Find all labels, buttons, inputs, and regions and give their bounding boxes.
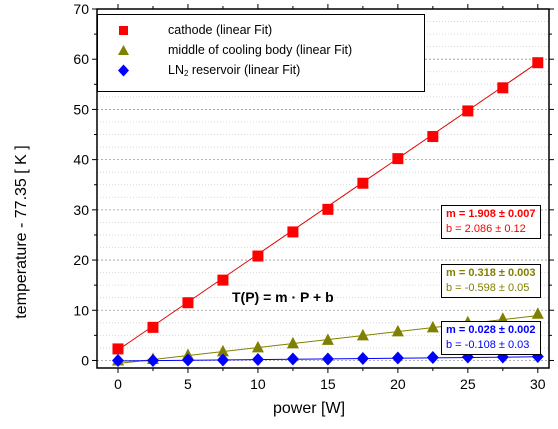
marker-triangle	[286, 336, 299, 349]
fit-box-ln2: m = 0.028 ± 0.002 b = -0.108 ± 0.03	[441, 321, 541, 355]
marker-diamond	[321, 352, 334, 366]
fit-box-cathode: m = 1.908 ± 0.007 b = 2.086 ± 0.12	[441, 205, 541, 239]
y-tick-label: 40	[73, 152, 89, 168]
marker-diamond	[356, 351, 369, 365]
marker-square	[182, 297, 194, 309]
marker-triangle	[251, 340, 264, 353]
x-tick-label: 25	[460, 376, 476, 392]
marker-square	[252, 250, 264, 262]
plot-frame	[96, 8, 550, 369]
marker-square	[147, 321, 159, 333]
y-tick-label: 70	[73, 1, 89, 17]
y-tick-label: 20	[73, 252, 89, 268]
axis-ticks: 0 10 20 30 40 50 60 70 0 5 10 15 20 25 30	[73, 1, 554, 392]
marker-diamond	[251, 352, 264, 366]
marker-triangle	[391, 324, 404, 337]
y-tick-label: 10	[73, 302, 89, 318]
x-tick-label: 30	[530, 376, 546, 392]
data-markers	[111, 57, 544, 367]
marker-diamond	[391, 351, 404, 365]
legend-label: cathode (linear Fit)	[168, 23, 273, 37]
y-axis-label: temperature - 77.35 [ K ]	[13, 145, 30, 319]
fit-box-cooling-body: m = 0.318 ± 0.003 b = -0.598 ± 0.05	[441, 264, 541, 298]
marker-square	[112, 343, 124, 355]
y-tick-label: 30	[73, 202, 89, 218]
y-tick-label: 50	[73, 101, 89, 117]
marker-square	[217, 274, 229, 286]
marker-square	[322, 203, 334, 215]
marker-diamond	[216, 353, 229, 367]
legend-marker-diamond	[118, 64, 129, 77]
marker-diamond	[111, 353, 124, 367]
legend-item-cooling-body: middle of cooling body (linear Fit)	[98, 43, 418, 59]
legend-label: LN2 reservoir (linear Fit)	[168, 63, 301, 78]
marker-triangle	[356, 328, 369, 341]
marker-square	[427, 131, 439, 143]
x-tick-label: 15	[320, 376, 336, 392]
x-tick-label: 10	[250, 376, 266, 392]
x-axis-label: power [W]	[273, 400, 346, 417]
y-tick-label: 0	[81, 352, 89, 368]
marker-square	[462, 105, 474, 117]
marker-triangle	[496, 312, 509, 324]
legend-marker-square	[119, 26, 128, 35]
marker-square	[392, 153, 404, 165]
legend-marker-triangle	[118, 45, 129, 55]
y-tick-label: 60	[73, 51, 89, 67]
marker-triangle	[426, 320, 439, 333]
marker-triangle	[216, 344, 229, 357]
marker-triangle	[321, 333, 334, 345]
legend-item-cathode: cathode (linear Fit)	[98, 23, 418, 39]
marker-diamond	[286, 352, 299, 366]
x-tick-label: 5	[184, 376, 192, 392]
legend-label: middle of cooling body (linear Fit)	[168, 43, 353, 57]
marker-square	[357, 177, 369, 189]
x-tick-label: 20	[390, 376, 406, 392]
marker-square	[497, 82, 509, 94]
fit-formula: T(P) = m · P + b	[232, 289, 334, 305]
marker-diamond	[181, 353, 194, 367]
legend-item-ln2: LN2 reservoir (linear Fit)	[98, 63, 418, 79]
legend: cathode (linear Fit) middle of cooling b…	[97, 14, 425, 92]
marker-square	[532, 57, 544, 69]
marker-square	[287, 226, 299, 238]
marker-diamond	[426, 350, 439, 364]
marker-diamond	[146, 353, 159, 367]
x-tick-label: 0	[114, 376, 122, 392]
marker-triangle	[531, 307, 544, 319]
